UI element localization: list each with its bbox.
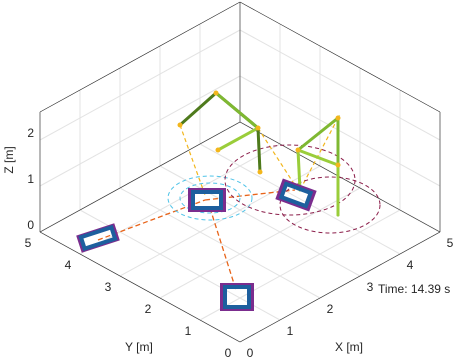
grid-line <box>159 165 361 277</box>
y-tick-label: 4 <box>65 258 72 272</box>
z-tick-label: 0 <box>27 218 34 232</box>
grid-line <box>199 143 401 255</box>
axis-edge <box>239 231 441 343</box>
x-tick-label: 1 <box>287 324 294 338</box>
axis-edge <box>239 1 441 113</box>
grid-line <box>199 209 401 321</box>
time-annotation: Time: 14.39 s <box>378 282 450 296</box>
scene <box>76 90 381 311</box>
robots <box>76 178 317 311</box>
x-tick-label: 0 <box>247 346 254 360</box>
z-tick-label: 1 <box>27 172 34 186</box>
x-tick-label: 3 <box>367 280 374 294</box>
grid-line <box>239 75 441 187</box>
grid-line <box>39 29 241 141</box>
x-axis-label: X [m] <box>335 340 363 354</box>
joints <box>177 90 341 175</box>
axis-edge <box>239 121 441 233</box>
z-tick-label: 2 <box>27 126 34 140</box>
axis-edge <box>39 1 241 113</box>
ellipses <box>167 144 381 234</box>
grid-line <box>239 29 441 141</box>
x-tick-label: 2 <box>327 302 334 316</box>
axis-edge <box>39 231 241 343</box>
grid-line <box>39 75 241 187</box>
y-tick-label: 1 <box>185 324 192 338</box>
y-tick-label: 0 <box>225 346 232 360</box>
y-tick-label: 2 <box>145 302 152 316</box>
y-tick-label: 3 <box>105 280 112 294</box>
ground-lines <box>179 117 339 196</box>
y-tick-label: 5 <box>25 236 32 250</box>
x-tick-label: 5 <box>447 236 454 250</box>
grid-line <box>119 187 321 299</box>
grid <box>39 1 441 343</box>
z-axis-label: Z [m] <box>2 146 16 173</box>
x-tick-label: 4 <box>407 258 414 272</box>
grid-line <box>159 187 361 299</box>
y-axis-label: Y [m] <box>125 340 153 354</box>
axis-edge <box>39 121 241 233</box>
